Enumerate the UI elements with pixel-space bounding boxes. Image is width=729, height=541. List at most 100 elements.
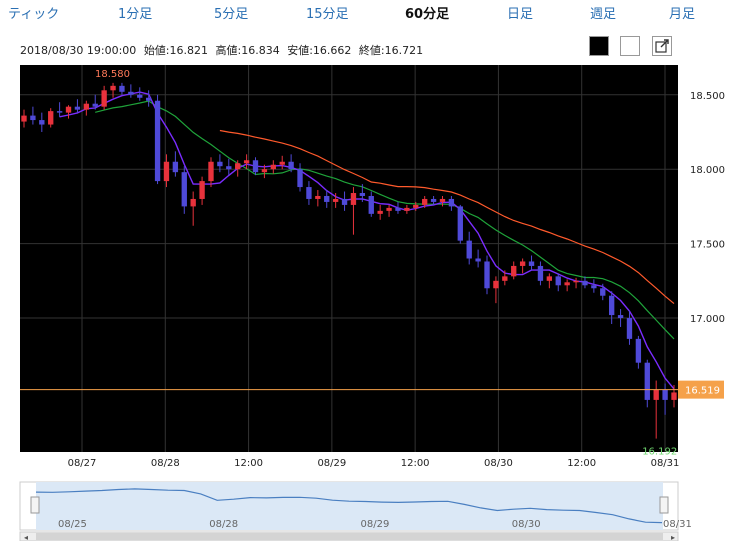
moving-averages: [59, 91, 675, 390]
candle-body: [199, 181, 205, 199]
ohlc-info: 2018/08/30 19:00:00 始値:16.821 高値:16.834 …: [20, 42, 427, 58]
x-tick-label: 12:00: [567, 458, 596, 469]
candle-body: [101, 90, 107, 107]
navigator-label: 08/29: [361, 519, 390, 530]
candle-body: [591, 285, 597, 289]
tab-15min[interactable]: 15分足: [306, 7, 349, 22]
current-price-badge: [678, 380, 724, 399]
candle-body: [270, 164, 276, 170]
candle-body: [119, 85, 125, 92]
info-datetime: 2018/08/30 19:00:00: [20, 44, 137, 57]
candle-body: [324, 195, 330, 202]
candle-body: [56, 111, 63, 113]
x-tick-label: 08/28: [151, 458, 180, 469]
candle-body: [609, 295, 615, 316]
navigator-labels: 08/25 08/28 08/29 08/30 08/31: [58, 519, 692, 530]
tab-60min[interactable]: 60分足: [405, 7, 450, 22]
candle-body: [30, 115, 36, 121]
y-tick-label: 17.000: [690, 314, 725, 325]
candle-body: [537, 265, 544, 281]
navigator-left-handle[interactable]: [30, 496, 40, 514]
candle-body: [252, 160, 259, 173]
x-tick-label: 12:00: [401, 458, 430, 469]
candle-body: [653, 389, 659, 400]
x-tick-label: 08/31: [651, 458, 680, 469]
candle-body: [448, 198, 455, 207]
candle-body: [341, 198, 348, 205]
candles: [21, 82, 677, 439]
candle-body: [395, 207, 401, 211]
candle-body: [671, 392, 677, 400]
candle-body: [493, 280, 499, 289]
candle-body: [573, 280, 579, 283]
candle-body: [662, 389, 668, 400]
info-close: 終値:16.721: [358, 44, 424, 57]
x-tick-label: 12:00: [234, 458, 263, 469]
candle-body: [297, 169, 303, 188]
candle-body: [502, 276, 508, 281]
y-tick-label: 18.500: [690, 91, 725, 102]
navigator-right-handle[interactable]: [659, 496, 669, 514]
y-tick-label: 17.500: [690, 240, 725, 251]
scroll-left-icon[interactable]: ◂: [24, 533, 28, 541]
candle-body: [386, 207, 392, 211]
low-label: 16.192: [642, 447, 677, 458]
candle-body: [261, 169, 268, 173]
candle-body: [288, 161, 294, 170]
tab-5min[interactable]: 5分足: [214, 7, 249, 22]
candle-body: [279, 161, 285, 165]
candle-body: [555, 276, 561, 286]
candle-body: [217, 161, 223, 167]
candle-body: [546, 276, 553, 281]
current-price-text: 16.519: [685, 386, 720, 397]
candle-body: [617, 315, 624, 319]
candle-body: [635, 338, 642, 363]
candle-body: [226, 166, 232, 170]
scroll-right-icon[interactable]: ▸: [671, 533, 675, 541]
candle-body: [475, 258, 481, 262]
external-link-icon: [655, 39, 669, 53]
candle-body: [21, 115, 27, 122]
candle-body: [332, 198, 339, 202]
ma-short-line: [59, 91, 675, 390]
expand-button[interactable]: [652, 36, 672, 56]
candle-body: [404, 207, 410, 211]
candle-body: [137, 94, 143, 98]
candle-body: [413, 204, 419, 208]
candle-body: [48, 111, 54, 125]
candle-body: [377, 210, 383, 214]
candle-body: [74, 106, 81, 110]
candle-body: [519, 261, 526, 266]
candle-body: [422, 198, 428, 205]
tab-daily[interactable]: 日足: [507, 7, 534, 22]
plot-background: [20, 65, 678, 452]
range-navigator[interactable]: 08/25 08/28 08/29 08/30 08/31 ◂ ▸: [19, 481, 692, 541]
navigator-series: [35, 488, 663, 524]
tab-monthly[interactable]: 月足: [669, 7, 696, 22]
candle-body: [65, 106, 72, 113]
candle-body: [564, 282, 570, 286]
candle-body: [83, 103, 89, 110]
candle-body: [315, 195, 321, 199]
navigator-selection[interactable]: [36, 482, 663, 530]
x-tick-label: 08/30: [484, 458, 513, 469]
candle-body: [306, 187, 312, 199]
white-theme-button[interactable]: [620, 36, 640, 56]
tab-weekly[interactable]: 週足: [590, 7, 617, 22]
black-theme-button[interactable]: [589, 36, 609, 56]
high-label: 18.580: [95, 69, 130, 80]
tab-tick[interactable]: ティック: [8, 7, 60, 22]
y-tick-label: 18.000: [690, 165, 725, 176]
candle-body: [350, 193, 357, 205]
info-low: 安値:16.662: [287, 44, 352, 57]
navigator-label: 08/30: [512, 519, 541, 530]
ma-long-line: [219, 129, 675, 305]
navigator-scrollbar-thumb[interactable]: [36, 533, 663, 540]
x-axis: 08/27 08/28 12:00 08/29 12:00 08/30 12:00 08/31: [68, 458, 680, 469]
candle-body: [235, 163, 241, 170]
ma-mid-line: [95, 100, 675, 340]
candle-body: [39, 120, 45, 125]
tab-1min[interactable]: 1分足: [118, 7, 153, 22]
candle-body: [92, 103, 98, 107]
